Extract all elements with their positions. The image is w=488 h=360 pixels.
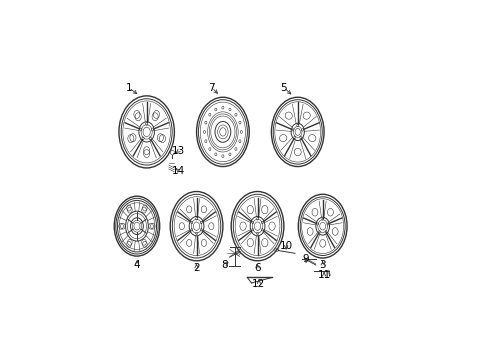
Text: 1: 1 [125,82,132,93]
Text: 3: 3 [319,260,325,270]
Text: 12: 12 [252,279,265,289]
Text: 7: 7 [208,82,215,93]
Text: 5: 5 [280,82,286,93]
Text: 13: 13 [172,146,185,156]
Text: 9: 9 [302,254,309,264]
Text: 11: 11 [317,270,330,280]
Text: 10: 10 [279,240,292,251]
Text: 4: 4 [133,260,140,270]
Text: 2: 2 [193,263,200,273]
Text: 6: 6 [254,263,260,273]
Text: 8: 8 [221,260,227,270]
Text: 14: 14 [172,166,185,176]
